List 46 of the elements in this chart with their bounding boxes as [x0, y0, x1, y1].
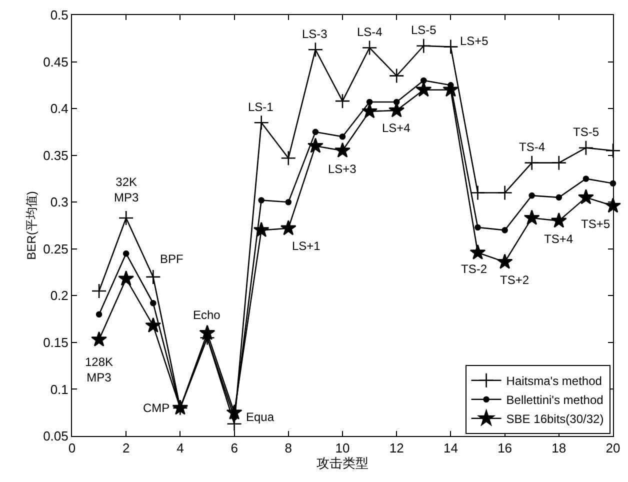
- x-tick-label: 10: [335, 440, 350, 456]
- x-tick-label: 12: [389, 440, 404, 456]
- annotation: 128K MP3: [85, 355, 114, 385]
- y-tick-label: 0.4: [50, 101, 68, 116]
- annotation: Equa: [246, 410, 274, 424]
- x-tick-label: 6: [230, 440, 238, 456]
- annotation: LS-4: [357, 25, 383, 39]
- y-tick-label: 0.05: [43, 428, 68, 444]
- annotation: CMP: [143, 401, 170, 415]
- y-axis-title: BER(平均值): [24, 191, 38, 260]
- legend-label: Bellettini's method: [506, 393, 604, 408]
- x-tick-label: 18: [552, 440, 566, 456]
- x-tick-label: 14: [443, 440, 458, 456]
- legend-label: Haitsma's method: [506, 374, 602, 388]
- y-tick-label: 0.35: [43, 148, 68, 163]
- x-tick-label: 8: [284, 440, 292, 456]
- annotation: TS+5: [581, 217, 610, 231]
- x-tick-label: 16: [498, 440, 512, 456]
- annotation: LS+5: [460, 34, 489, 48]
- annotation: Echo: [193, 308, 221, 322]
- y-tick-label: 0.2: [50, 288, 68, 304]
- x-tick-label: 0: [68, 440, 76, 456]
- annotation: LS+1: [292, 239, 321, 253]
- y-tick-label: 0.5: [50, 8, 68, 23]
- y-tick-label: 0.15: [43, 334, 68, 350]
- annotation: LS-1: [248, 100, 274, 114]
- annotation: TS+2: [500, 273, 530, 287]
- y-tick-label: 0.1: [50, 382, 68, 397]
- annotation: LS+3: [328, 162, 357, 176]
- annotation: LS+4: [382, 121, 411, 135]
- annotation: BPF: [160, 252, 184, 266]
- x-tick-label: 2: [122, 440, 130, 456]
- annotation: LS-5: [411, 23, 437, 37]
- y-tick-label: 0.25: [43, 241, 68, 256]
- legend-label: SBE 16bits(30/32): [506, 412, 604, 426]
- x-tick-label: 20: [606, 440, 620, 456]
- y-tick-label: 0.45: [43, 54, 68, 70]
- x-axis-title: 攻击类型: [316, 456, 368, 471]
- annotation: 32K MP3: [114, 175, 139, 205]
- annotation: TS-4: [519, 140, 546, 154]
- annotation: TS-2: [461, 262, 488, 276]
- x-tick-label: 4: [176, 440, 184, 456]
- y-tick-label: 0.3: [50, 194, 68, 210]
- annotation: TS-5: [573, 125, 600, 139]
- annotation: LS-3: [302, 27, 328, 41]
- annotation: TS+4: [544, 232, 574, 246]
